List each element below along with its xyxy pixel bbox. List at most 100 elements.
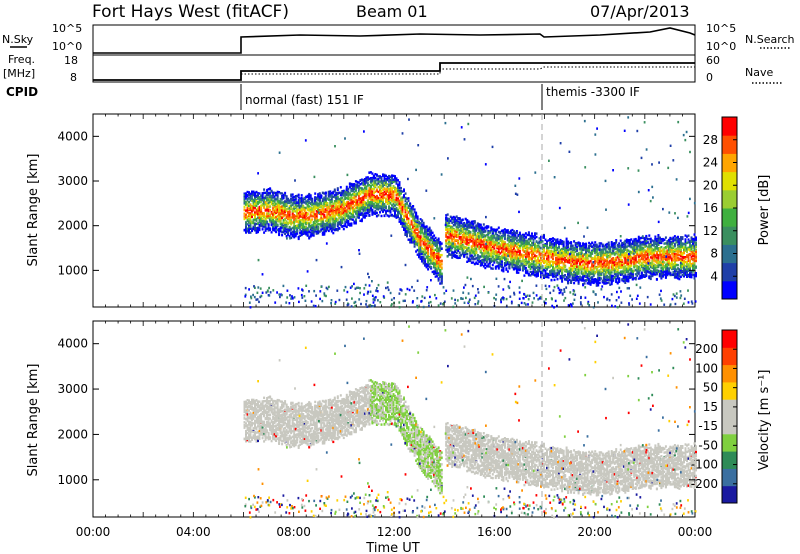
power-cell (270, 210, 273, 214)
power-cell (300, 194, 303, 197)
power-cell (290, 231, 293, 235)
power-cell (273, 227, 276, 230)
power-cell (273, 200, 276, 203)
power-cell (299, 210, 302, 214)
power-cell (248, 231, 250, 234)
power-cell (377, 214, 380, 217)
power-cell (314, 230, 317, 233)
power-cell (257, 228, 259, 232)
power-cell (318, 204, 321, 207)
power-cell (248, 218, 250, 221)
power-cell (475, 251, 478, 254)
power-cell (251, 227, 253, 230)
power-cell (290, 222, 293, 225)
power-cell (300, 233, 303, 237)
power-cell (416, 215, 419, 218)
power-cell (326, 213, 329, 216)
power-cell (294, 195, 297, 198)
power-cell (270, 194, 273, 198)
power-cell (245, 225, 247, 229)
power-cell (255, 204, 258, 208)
power-cell (285, 208, 288, 211)
power-cell (282, 224, 285, 227)
power-cell (279, 202, 282, 205)
power-cell (264, 229, 267, 232)
power-cell (482, 223, 485, 226)
power-cell (306, 195, 309, 199)
power-cell (379, 211, 381, 214)
power-cell (296, 209, 299, 212)
power-cell (407, 197, 410, 200)
power-cell (531, 232, 533, 235)
power-cell (272, 218, 275, 222)
power-cell (284, 191, 287, 195)
power-cell (273, 197, 276, 200)
power-cell (249, 224, 252, 227)
power-cell (318, 223, 321, 226)
power-cell (315, 217, 318, 220)
power-cell (294, 198, 297, 201)
power-cell (287, 201, 290, 205)
power-cell (263, 201, 266, 204)
power-cell (243, 202, 246, 205)
power-cell (254, 191, 256, 195)
power-cell (305, 221, 308, 224)
nsky-tick-top: 10^5 (52, 22, 82, 35)
power-cell (248, 213, 250, 216)
power-cell (243, 208, 246, 211)
power-cell (288, 213, 291, 217)
power-cell (267, 226, 270, 230)
power-cell (318, 209, 321, 212)
power-cell (306, 204, 309, 207)
power-cell (288, 206, 291, 210)
power-cell (380, 214, 383, 218)
power-cell (407, 199, 410, 203)
power-cell (318, 195, 321, 198)
power-cell (261, 219, 264, 223)
power-cell (326, 224, 329, 227)
power-cell (293, 196, 296, 199)
power-cell (324, 224, 327, 227)
power-cell (291, 226, 294, 230)
power-cell (317, 198, 320, 202)
power-cell (502, 267, 505, 270)
power-cell (306, 234, 309, 237)
power-cell (275, 223, 278, 227)
power-cell (243, 198, 246, 201)
power-cell (269, 205, 272, 208)
power-cell (267, 214, 270, 218)
power-cell (246, 230, 249, 233)
power-cell (430, 229, 433, 232)
power-cell (321, 198, 324, 201)
power-cell (333, 188, 336, 191)
power-cell (436, 270, 439, 273)
power-cell (276, 219, 279, 223)
power-cell (281, 234, 284, 237)
power-cell (315, 219, 318, 222)
power-cell (246, 204, 249, 208)
power-cell (252, 227, 255, 230)
power-cell (302, 225, 305, 228)
power-cell (365, 187, 368, 190)
power-cell (303, 214, 306, 217)
power-cell (246, 217, 249, 220)
power-cell (249, 194, 252, 198)
power-cell (321, 220, 324, 223)
power-cell (315, 232, 318, 235)
power-cell (251, 199, 253, 203)
power-cell (309, 198, 312, 201)
power-cell (246, 227, 249, 230)
power-cell (249, 203, 252, 207)
power-cell (257, 207, 259, 210)
power-cell (255, 200, 258, 203)
power-cell (314, 222, 317, 225)
power-cell (309, 224, 312, 228)
power-cell (403, 189, 405, 193)
power-cell (282, 193, 285, 197)
power-cell (246, 219, 249, 222)
power-cell (255, 211, 258, 214)
power-cell (317, 208, 320, 211)
power-cell (248, 191, 250, 194)
power-cell (427, 252, 430, 256)
power-cell (245, 228, 247, 232)
